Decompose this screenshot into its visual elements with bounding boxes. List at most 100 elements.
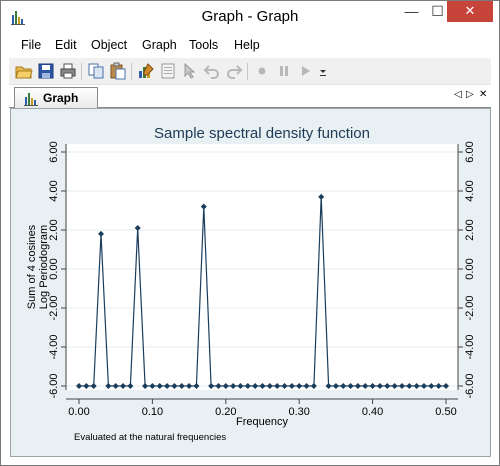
y-tick-label: 0.00 <box>48 258 60 279</box>
peak-marker <box>98 230 105 237</box>
toolbar-separator <box>131 63 132 80</box>
menu-tools[interactable]: Tools <box>189 38 219 52</box>
data-point-marker <box>149 383 156 389</box>
y-tick-label: -6.00 <box>48 373 60 398</box>
data-point-marker <box>420 383 427 389</box>
data-point-marker <box>90 383 97 389</box>
tab-close-icon[interactable]: ✕ <box>479 89 488 100</box>
data-point-marker <box>354 383 361 389</box>
tab-next-icon[interactable]: ▷ <box>466 89 474 100</box>
data-point-marker <box>215 383 222 389</box>
y-tick-label: 6.00 <box>48 141 60 162</box>
pause-icon[interactable] <box>275 62 293 80</box>
play-icon[interactable] <box>297 62 315 80</box>
data-point-marker <box>369 383 376 389</box>
data-point-marker <box>406 383 413 389</box>
data-point-marker <box>230 383 237 389</box>
y-axis-right-ticks: -6.00 -4.00 -2.00 0.00 2.00 4.00 6.00 <box>458 141 476 399</box>
peak-marker <box>200 203 207 210</box>
data-point-marker <box>178 383 185 389</box>
menu-object[interactable]: Object <box>91 38 128 52</box>
spectral-density-chart: Sample spectral density function -6.00 -4… <box>26 125 476 443</box>
minimize-button[interactable]: — <box>404 3 419 19</box>
y-axis-label-line2: Log Periodogram <box>38 225 50 309</box>
peak-marker <box>318 193 325 200</box>
data-point-marker <box>193 383 200 389</box>
data-point-marker <box>281 383 288 389</box>
graph-editor-icon[interactable] <box>137 62 155 80</box>
data-point-marker <box>156 383 163 389</box>
menu-help[interactable]: Help <box>234 38 260 52</box>
pointer-icon[interactable] <box>181 62 199 80</box>
properties-icon[interactable] <box>159 62 177 80</box>
y-tick-label: -4.00 <box>48 334 60 359</box>
data-point-marker <box>105 383 112 389</box>
undo-icon[interactable] <box>203 62 221 80</box>
menu-edit[interactable]: Edit <box>55 38 77 52</box>
close-button[interactable]: ✕ <box>447 1 493 22</box>
data-point-marker <box>112 383 119 389</box>
data-point-marker <box>244 383 251 389</box>
data-point-marker <box>76 383 82 389</box>
data-point-marker <box>252 383 259 389</box>
x-tick-label: 0.10 <box>142 406 163 418</box>
y-tick-label: -2.00 <box>48 295 60 320</box>
data-point-marker <box>142 383 149 389</box>
dropdown-icon[interactable] <box>318 62 328 80</box>
graph-canvas[interactable]: Sample spectral density function -6.00 -4… <box>10 108 491 457</box>
y-tick-label-right: 4.00 <box>464 180 476 201</box>
open-icon[interactable] <box>15 62 33 80</box>
data-point-marker <box>391 383 398 389</box>
data-point-marker <box>164 383 171 389</box>
y-tick-label-right: -4.00 <box>464 334 476 359</box>
record-icon[interactable] <box>253 62 271 80</box>
x-tick-label: 0.50 <box>435 406 456 418</box>
y-tick-label-right: 2.00 <box>464 219 476 240</box>
data-point-marker <box>384 383 391 389</box>
tab-prev-icon[interactable]: ◁ <box>454 89 462 100</box>
x-axis-label: Frequency <box>236 416 288 428</box>
menu-graph[interactable]: Graph <box>142 38 177 52</box>
y-tick-label: 2.00 <box>48 219 60 240</box>
paste-icon[interactable] <box>109 62 127 80</box>
y-tick-label-right: 6.00 <box>464 141 476 162</box>
toolbar <box>9 58 491 85</box>
window-title: Graph - Graph <box>201 8 299 25</box>
data-point-marker <box>171 383 178 389</box>
maximize-button[interactable]: ☐ <box>431 3 444 19</box>
toolbar-separator <box>81 63 82 80</box>
data-point-marker <box>237 383 244 389</box>
series-markers <box>76 193 449 389</box>
y-axis-label-line1: Sum of 4 cosines <box>26 224 38 309</box>
data-point-marker <box>310 383 317 389</box>
data-point-marker <box>83 383 90 389</box>
data-point-marker <box>222 383 229 389</box>
data-point-marker <box>398 383 405 389</box>
tab-graph-label: Graph <box>43 91 79 105</box>
x-tick-label: 0.30 <box>288 406 309 418</box>
data-point-marker <box>259 383 266 389</box>
data-point-marker <box>443 383 449 389</box>
tab-graph[interactable]: Graph <box>14 87 98 109</box>
data-point-marker <box>266 383 273 389</box>
save-icon[interactable] <box>37 62 55 80</box>
y-tick-label: 4.00 <box>48 180 60 201</box>
x-tick-label: 0.20 <box>215 406 236 418</box>
data-point-marker <box>362 383 369 389</box>
redo-icon[interactable] <box>225 62 243 80</box>
graph-tab-icon <box>24 93 38 106</box>
x-tick-label: 0.00 <box>68 406 89 418</box>
title-bar: Graph - Graph — ☐ ✕ <box>1 1 499 32</box>
peak-marker <box>134 225 141 232</box>
menu-file[interactable]: File <box>21 38 42 52</box>
data-point-marker <box>120 383 127 389</box>
chart-title: Sample spectral density function <box>154 125 370 142</box>
chart-note: Evaluated at the natural frequencies <box>74 432 226 443</box>
toolbar-separator <box>247 63 248 80</box>
plot-region <box>66 144 458 390</box>
data-point-marker <box>274 383 281 389</box>
print-icon[interactable] <box>59 62 77 80</box>
tab-strip: Graph ◁ ▷ ✕ <box>9 85 491 109</box>
copy-icon[interactable] <box>87 62 105 80</box>
